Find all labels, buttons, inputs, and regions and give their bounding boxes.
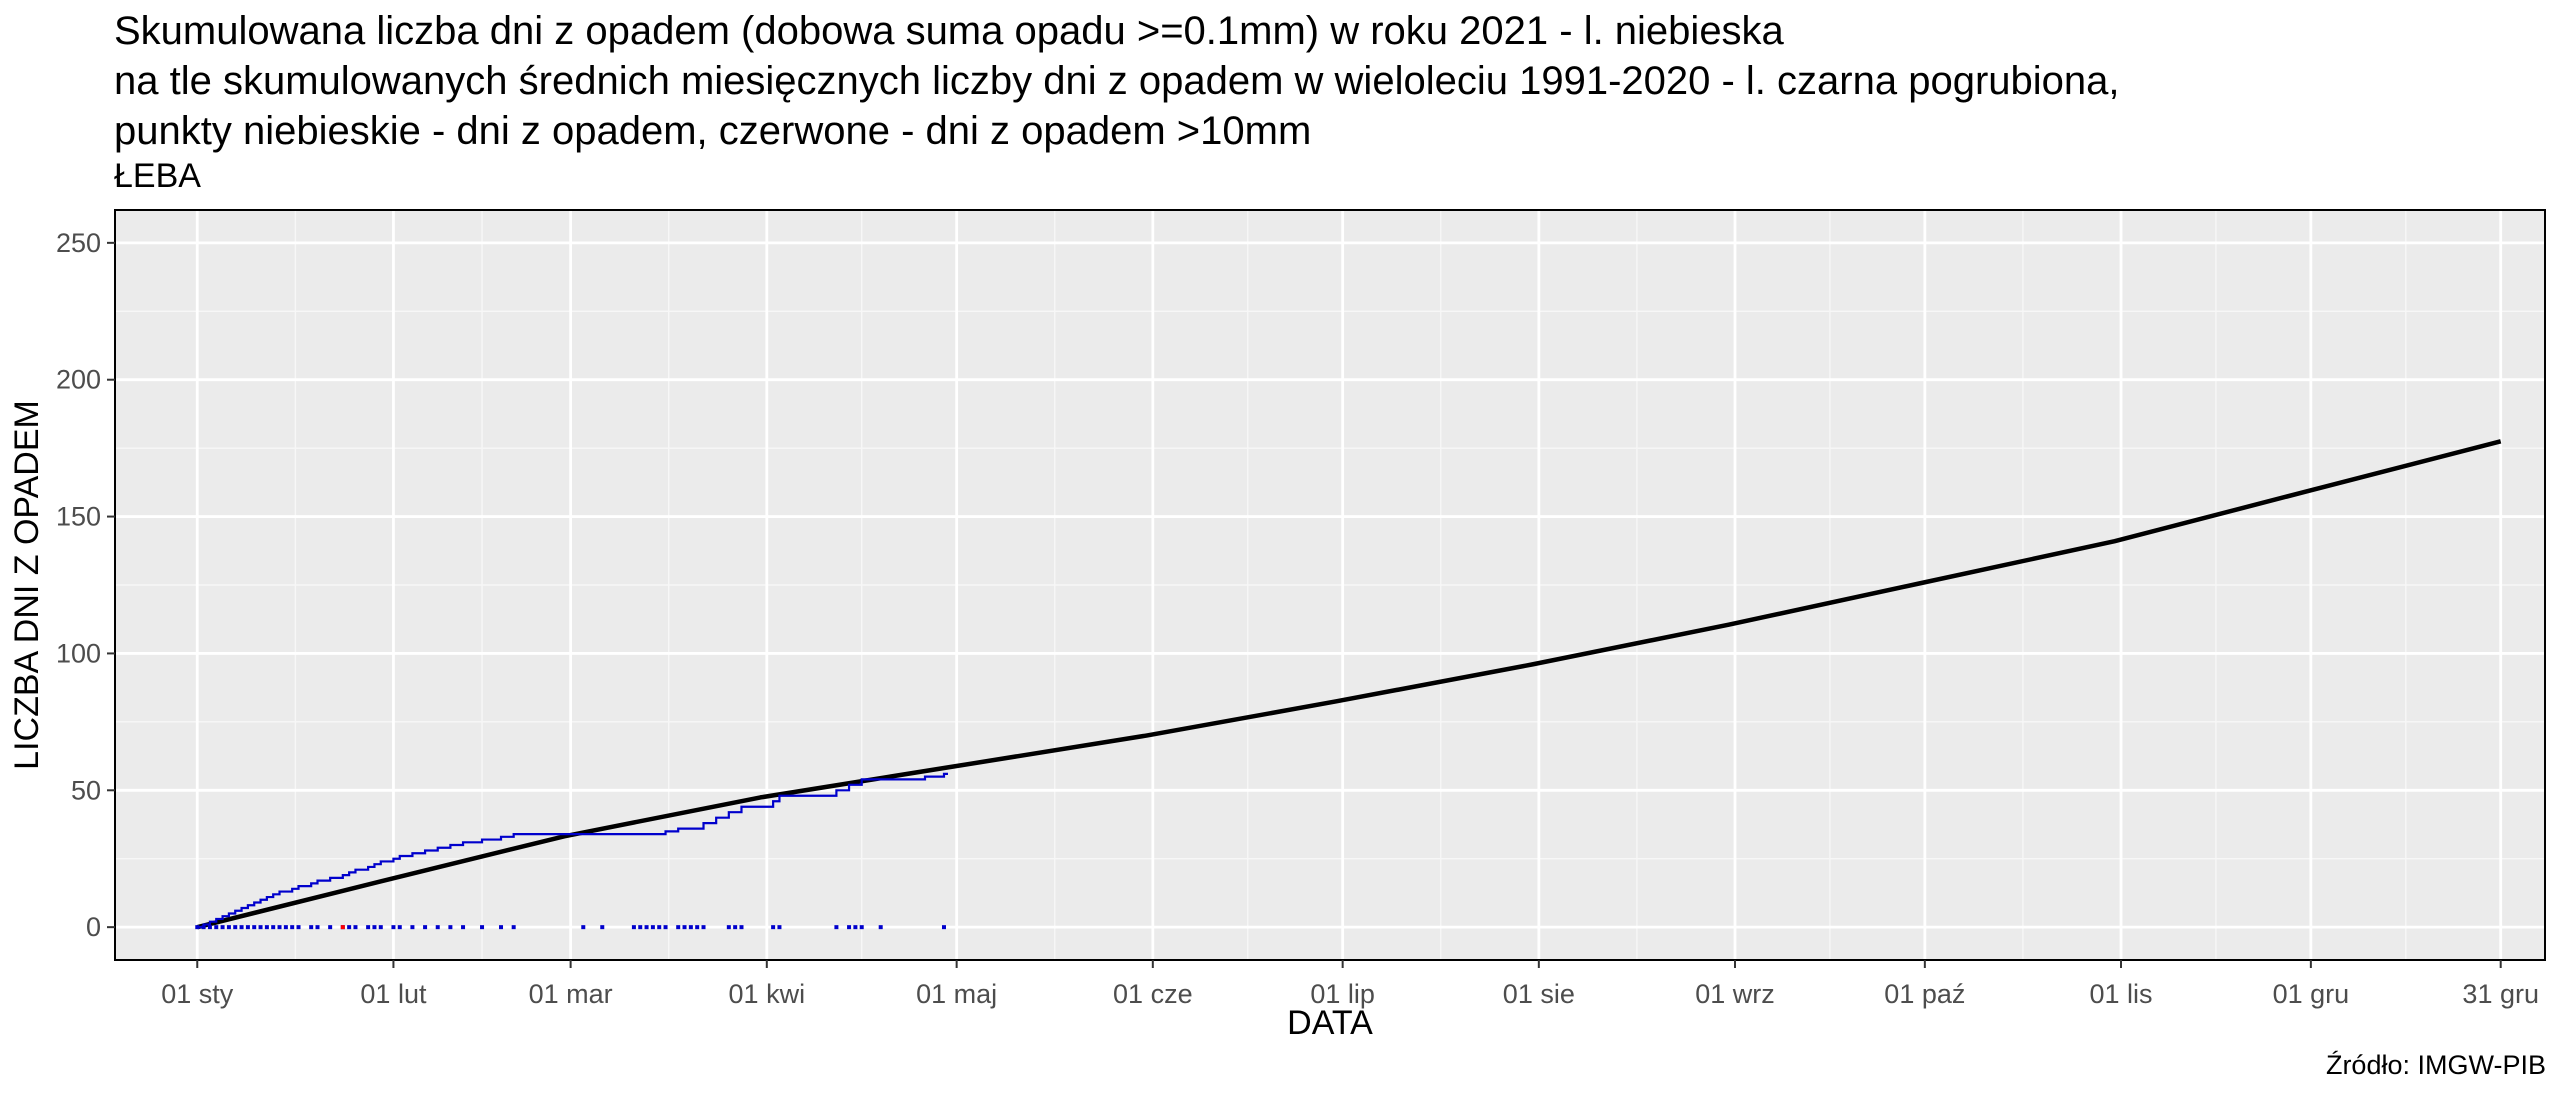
rain-day-point [264, 925, 269, 930]
rain-day-point [258, 925, 263, 930]
rain-day-point [435, 925, 440, 930]
series-blue-step-line [197, 772, 948, 929]
x-tick-label: 01 wrz [1695, 979, 1775, 1009]
rain-day-point [328, 925, 333, 930]
x-tick-label: 01 cze [1113, 979, 1193, 1009]
y-tick-label: 200 [56, 365, 101, 395]
rain-day-point [353, 925, 358, 930]
y-tick-label: 50 [71, 775, 101, 805]
x-axis-title: DATA [1287, 1004, 1373, 1042]
rain-day-point [296, 925, 301, 930]
chart-title-line-1: Skumulowana liczba dni z opadem (dobowa … [114, 9, 1784, 53]
series-black-average-line [196, 439, 2502, 930]
rain-day-point [847, 925, 852, 930]
rain-day-point [499, 925, 504, 930]
y-tick-label: 250 [56, 228, 101, 258]
rain-day-point [682, 925, 687, 930]
rain-day-point [372, 925, 377, 930]
rain-day-point [638, 925, 643, 930]
chart-title-line-2: na tle skumulowanych średnich miesięczny… [114, 59, 2120, 103]
rain-day-point [366, 925, 371, 930]
rain-day-point [941, 925, 946, 930]
x-tick-label: 01 kwi [729, 979, 806, 1009]
rain-day-point [214, 925, 219, 930]
rain-day-point [695, 925, 700, 930]
rain-day-point [733, 925, 738, 930]
rain-day-point [391, 925, 396, 930]
x-tick-label: 01 sie [1503, 979, 1575, 1009]
rain-day-point [461, 925, 466, 930]
data-layer [195, 439, 2502, 930]
rain-day-point [201, 925, 206, 930]
y-tick-label: 150 [56, 502, 101, 532]
rain-day-point [245, 925, 250, 930]
rain-day-point [283, 925, 288, 930]
rain-day-point [644, 925, 649, 930]
rain-day-point [423, 925, 428, 930]
rain-day-point [701, 925, 706, 930]
rain-day-point [771, 925, 776, 930]
rain-day-point [410, 925, 415, 930]
rain-day-point [581, 925, 586, 930]
source-caption: Źródło: IMGW-PIB [2325, 1050, 2546, 1080]
y-tick-label: 100 [56, 638, 101, 668]
heavy-rain-point [340, 925, 345, 930]
rain-day-point [878, 925, 883, 930]
rain-day-point [220, 925, 225, 930]
x-tick-label: 01 paź [1884, 979, 1965, 1009]
chart-title: Skumulowana liczba dni z opadem (dobowa … [114, 6, 2120, 156]
chart-subtitle: ŁEBA [114, 157, 201, 195]
x-tick-label: 01 maj [916, 979, 997, 1009]
rain-day-point [859, 925, 864, 930]
rain-day-point [688, 925, 693, 930]
rain-day-point [853, 925, 858, 930]
x-tick-label: 01 lip [1310, 979, 1375, 1009]
rain-day-point [676, 925, 681, 930]
rain-day-point [347, 925, 352, 930]
x-tick-label: 01 gru [2273, 979, 2350, 1009]
rain-day-point [631, 925, 636, 930]
rain-day-point [650, 925, 655, 930]
rain-day-point [657, 925, 662, 930]
rain-day-point [239, 925, 244, 930]
x-tick-label: 01 sty [161, 979, 234, 1009]
rain-day-point [309, 925, 314, 930]
x-tick-label: 01 lis [2090, 979, 2153, 1009]
rain-day-point [663, 925, 668, 930]
rain-day-point [448, 925, 453, 930]
rain-day-point [480, 925, 485, 930]
rain-day-point [511, 925, 516, 930]
rain-day-point [195, 925, 200, 930]
rain-day-point [233, 925, 238, 930]
rain-day-point [397, 925, 402, 930]
rain-day-point [315, 925, 320, 930]
rain-day-point [290, 925, 295, 930]
x-tick-label: 31 gru [2462, 979, 2539, 1009]
rain-day-point [271, 925, 276, 930]
rain-day-point [834, 925, 839, 930]
rain-day-point [378, 925, 383, 930]
rain-day-point [252, 925, 257, 930]
rain-day-point [739, 925, 744, 930]
y-tick-label: 0 [86, 912, 101, 942]
rain-day-point [600, 925, 605, 930]
plot-border [114, 209, 2546, 961]
axes: 0 50 100 150 200 250 01 sty 01 lut 01 mar 01 kwi 0… [56, 228, 2539, 1009]
rain-day-point [226, 925, 231, 930]
rain-day-point [777, 925, 782, 930]
x-tick-label: 01 lut [360, 979, 427, 1009]
x-tick-label: 01 mar [529, 979, 613, 1009]
rain-day-point [726, 925, 731, 930]
rain-day-point [277, 925, 282, 930]
chart-title-line-3: punkty niebieskie - dni z opadem, czerwo… [114, 109, 1312, 153]
y-axis-title: LICZBA DNI Z OPADEM [8, 400, 46, 770]
rain-day-point [207, 925, 212, 930]
